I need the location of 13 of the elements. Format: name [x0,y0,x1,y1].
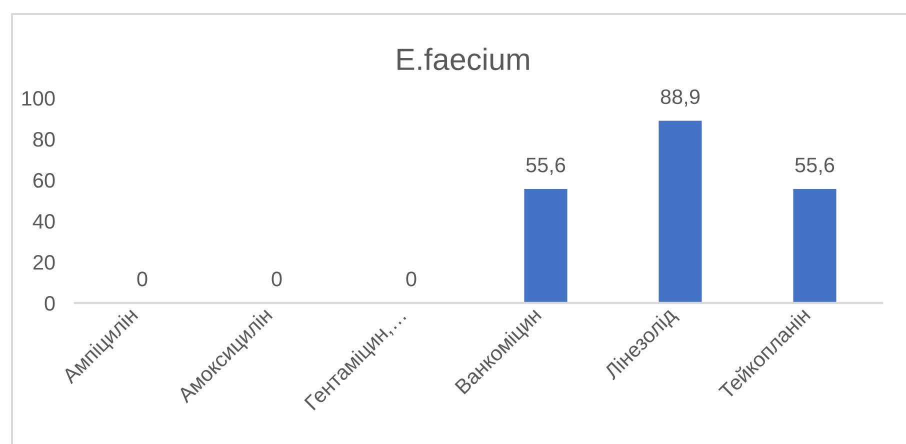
y-tick-label: 60 [33,173,55,188]
data-label: 55,6 [526,158,566,175]
y-tick-label: 20 [33,255,55,270]
data-label: 0 [406,272,416,286]
data-label: 55,6 [795,158,834,175]
y-tick-label: 40 [32,214,55,229]
y-tick-label: 100 [22,91,55,106]
data-label: 0 [272,272,282,286]
y-tick-label: 0 [44,296,55,311]
data-label: 88,9 [660,89,700,107]
data-label: 0 [137,272,148,286]
chart-title: E.faecium [398,48,529,70]
y-tick-label: 80 [33,132,55,147]
